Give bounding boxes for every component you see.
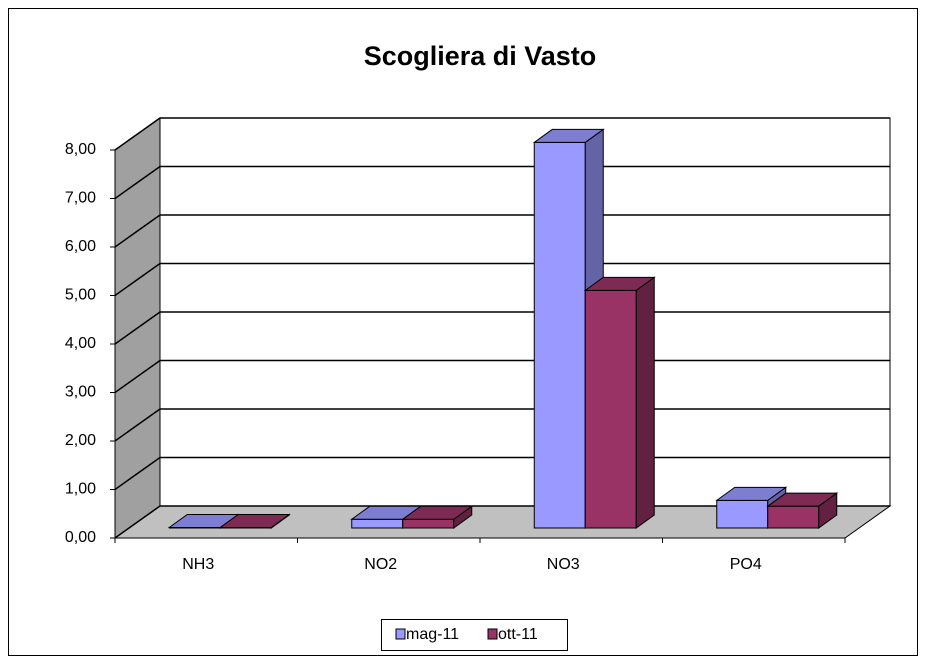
y-tick-label: 2,00: [65, 432, 96, 449]
bar: [583, 276, 656, 529]
y-tick-label: 0,00: [65, 529, 96, 546]
bar: [218, 513, 291, 529]
bar-side: [635, 276, 655, 529]
y-tick-label: 4,00: [65, 335, 96, 352]
bar-top: [583, 276, 656, 291]
legend-swatch: [395, 628, 406, 640]
y-tick-label: 5,00: [65, 287, 96, 304]
bar: [766, 492, 839, 529]
bar: [401, 505, 474, 529]
bar-top: [766, 492, 839, 507]
bar-front: [533, 141, 586, 529]
bar-front: [584, 289, 637, 529]
legend-box: [381, 619, 568, 651]
bar-top: [218, 514, 291, 529]
y-tick-label: 7,00: [65, 190, 96, 207]
x-tick-label: NO3: [547, 556, 580, 573]
y-tick-label: 6,00: [65, 238, 96, 255]
bar-front: [351, 518, 404, 529]
grid-line: [114, 262, 890, 297]
bar-front: [716, 499, 769, 529]
bar-top: [532, 128, 605, 143]
x-tick-label: PO4: [730, 556, 762, 573]
grid-line: [114, 214, 890, 248]
bar-front: [402, 518, 455, 529]
x-tick-label: NH3: [182, 556, 214, 573]
bar-top: [715, 486, 788, 501]
y-tick-label: 8,00: [65, 141, 96, 158]
legend-swatch: [487, 628, 498, 640]
legend-label: mag-11: [406, 626, 459, 643]
grid-line: [114, 165, 890, 200]
bar-front: [767, 505, 820, 529]
x-tick-label: NO2: [364, 556, 397, 573]
legend-label: ott-11: [498, 626, 538, 643]
grid-line: [114, 117, 890, 151]
y-tick-label: 1,00: [65, 481, 96, 498]
y-tick-label: 3,00: [65, 384, 96, 401]
chart-title: Scogliera di Vasto: [364, 41, 597, 71]
bar-top: [401, 505, 474, 520]
